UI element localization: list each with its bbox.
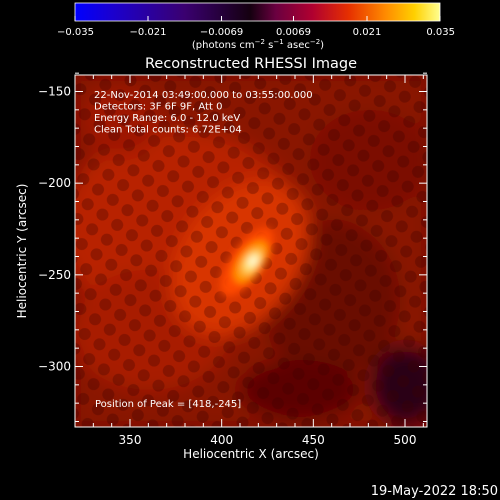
x-tick-label: 400 (210, 433, 233, 447)
colorbar-tick-label: 0.021 (353, 27, 382, 38)
colorbar-tick-label: −0.021 (129, 27, 166, 38)
colorbar-tick-label: −0.035 (57, 27, 94, 38)
x-axis-ticks: 350 400 450 500 (92, 75, 424, 447)
x-tick-label: 450 (302, 433, 325, 447)
timestamp: 19-May-2022 18:50 (371, 484, 498, 499)
info-line: Energy Range: 6.0 - 12.0 keV (94, 113, 240, 124)
peak-position-label: Position of Peak = [418,-245] (95, 399, 241, 410)
y-tick-label: −200 (38, 176, 71, 190)
info-line: Clean Total counts: 6.72E+04 (94, 125, 242, 136)
y-axis-ticks: −150 −200 −250 −300 (38, 72, 427, 422)
y-tick-label: −250 (38, 268, 71, 282)
x-axis-label: Heliocentric X (arcsec) (183, 447, 319, 461)
colorbar: −0.035 −0.021 −0.0069 0.0069 0.021 0.035 (pho… (57, 2, 455, 51)
colorbar-unit-label: (photons cm−2 s−1 asec−2) (192, 38, 324, 51)
colorbar-ticks: −0.035 −0.021 −0.0069 0.0069 0.021 0.035 (57, 16, 455, 38)
x-tick-label: 350 (119, 433, 142, 447)
info-line: 22-Nov-2014 03:49:00.000 to 03:55:00.000 (94, 90, 313, 101)
observation-info: 22-Nov-2014 03:49:00.000 to 03:55:00.000… (94, 90, 313, 136)
y-tick-label: −300 (38, 360, 71, 374)
colorbar-gradient (74, 2, 441, 22)
info-line: Detectors: 3F 6F 9F, Att 0 (94, 102, 222, 113)
colorbar-tick-label: 0.035 (426, 27, 455, 38)
y-tick-label: −150 (38, 85, 71, 99)
colorbar-tick-label: −0.0069 (200, 27, 243, 38)
x-tick-label: 500 (394, 433, 417, 447)
y-axis-label: Heliocentric Y (arcsec) (15, 184, 29, 319)
plot-frame (74, 74, 428, 428)
chart-title: Reconstructed RHESSI Image (145, 56, 357, 72)
heatmap-image (75, 75, 427, 427)
colorbar-tick-label: 0.0069 (276, 27, 311, 38)
